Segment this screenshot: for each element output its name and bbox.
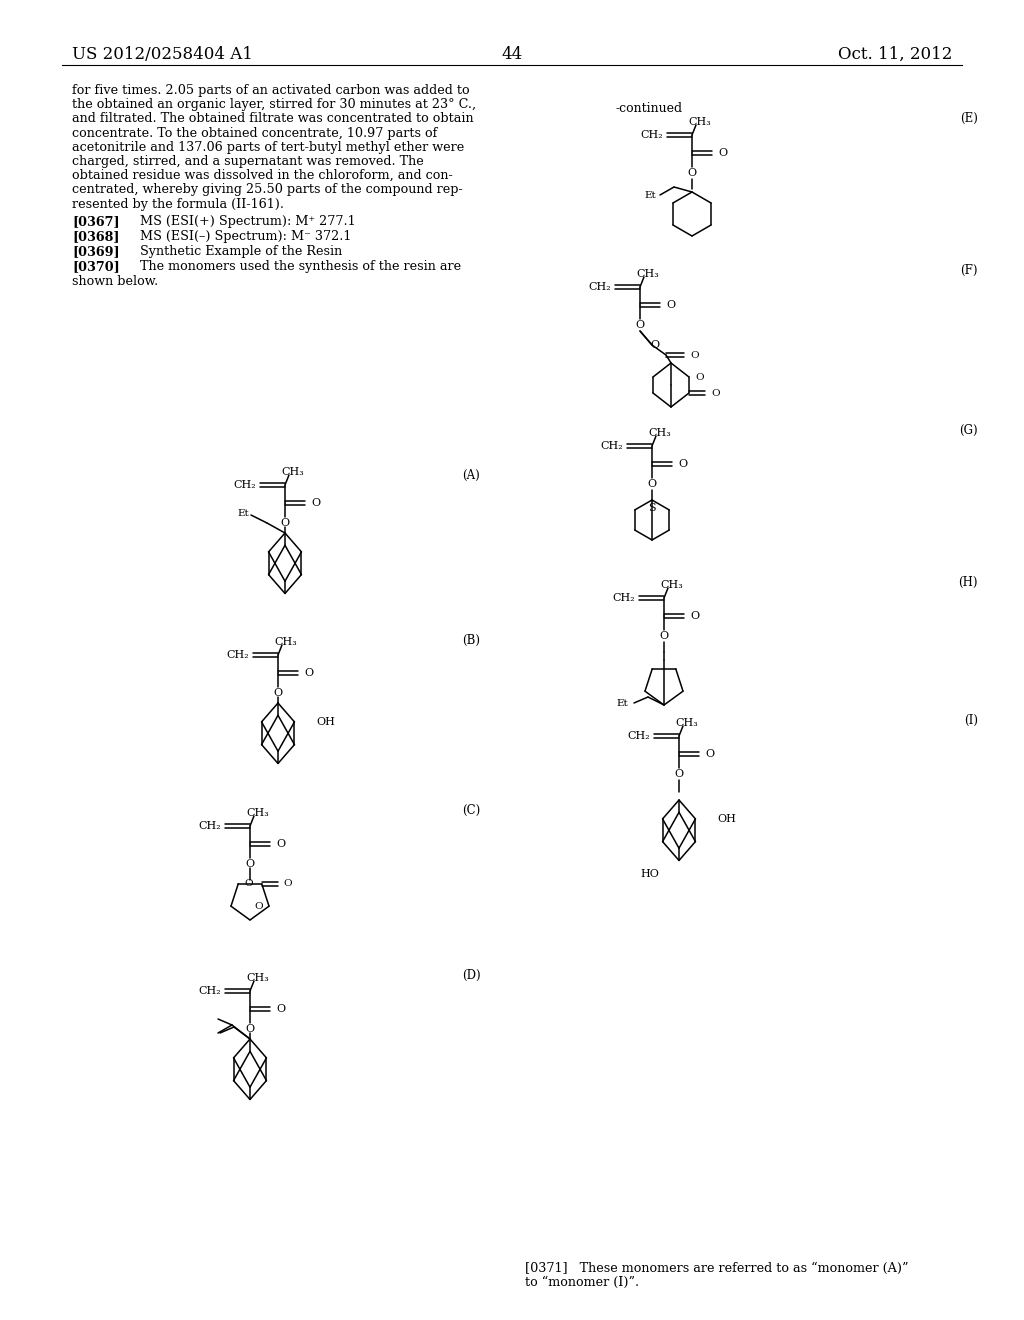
Text: O: O (245, 879, 253, 888)
Text: CH₃: CH₃ (637, 269, 659, 279)
Text: obtained residue was dissolved in the chloroform, and con-: obtained residue was dissolved in the ch… (72, 169, 453, 182)
Text: US 2012/0258404 A1: US 2012/0258404 A1 (72, 46, 253, 63)
Text: CH₂: CH₂ (199, 821, 221, 832)
Text: S: S (648, 503, 655, 513)
Text: O: O (311, 498, 321, 508)
Text: shown below.: shown below. (72, 275, 159, 288)
Text: CH₃: CH₃ (676, 718, 698, 729)
Text: O: O (718, 148, 727, 158)
Text: O: O (690, 351, 698, 359)
Text: to “monomer (I)”.: to “monomer (I)”. (525, 1276, 639, 1290)
Text: -continued: -continued (615, 102, 682, 115)
Text: O: O (659, 631, 669, 642)
Text: the obtained an organic layer, stirred for 30 minutes at 23° C.,: the obtained an organic layer, stirred f… (72, 98, 476, 111)
Text: (H): (H) (958, 576, 978, 589)
Text: resented by the formula (II-161).: resented by the formula (II-161). (72, 198, 284, 211)
Text: [0370]: [0370] (72, 260, 120, 273)
Text: [0369]: [0369] (72, 246, 120, 259)
Text: CH₃: CH₃ (247, 808, 269, 818)
Text: (B): (B) (462, 634, 480, 647)
Text: CH₂: CH₂ (199, 986, 221, 997)
Text: for five times. 2.05 parts of an activated carbon was added to: for five times. 2.05 parts of an activat… (72, 84, 470, 96)
Text: MS (ESI(+) Spectrum): M⁺ 277.1: MS (ESI(+) Spectrum): M⁺ 277.1 (140, 215, 355, 228)
Text: [0367]: [0367] (72, 215, 120, 228)
Text: OH: OH (316, 717, 335, 727)
Text: O: O (650, 341, 659, 350)
Text: CH₂: CH₂ (640, 129, 663, 140)
Text: O: O (695, 372, 703, 381)
Text: O: O (276, 840, 285, 849)
Text: (G): (G) (959, 424, 978, 437)
Text: Oct. 11, 2012: Oct. 11, 2012 (838, 46, 952, 63)
Text: (D): (D) (462, 969, 480, 982)
Text: CH₂: CH₂ (226, 649, 249, 660)
Text: O: O (273, 688, 283, 698)
Text: CH₃: CH₃ (648, 428, 672, 438)
Text: CH₂: CH₂ (589, 282, 611, 292)
Text: Et: Et (238, 510, 249, 519)
Text: CH₃: CH₃ (247, 973, 269, 983)
Text: [0371]   These monomers are referred to as “monomer (A)”: [0371] These monomers are referred to as… (525, 1262, 908, 1275)
Text: acetonitrile and 137.06 parts of tert-butyl methyl ether were: acetonitrile and 137.06 parts of tert-bu… (72, 141, 464, 154)
Text: CH₃: CH₃ (282, 467, 304, 477)
Text: O: O (304, 668, 313, 678)
Text: O: O (705, 748, 714, 759)
Text: Et: Et (616, 698, 628, 708)
Text: CH₃: CH₃ (660, 579, 683, 590)
Text: OH: OH (718, 814, 736, 824)
Text: (F): (F) (961, 264, 978, 276)
Text: O: O (675, 770, 684, 779)
Text: CH₂: CH₂ (628, 731, 650, 741)
Text: (C): (C) (462, 804, 480, 817)
Text: O: O (246, 859, 255, 869)
Text: CH₂: CH₂ (600, 441, 623, 451)
Text: O: O (636, 319, 644, 330)
Text: O: O (246, 1024, 255, 1034)
Text: MS (ESI(–) Spectrum): M⁻ 372.1: MS (ESI(–) Spectrum): M⁻ 372.1 (140, 230, 351, 243)
Text: O: O (284, 879, 293, 888)
Text: HO: HO (640, 870, 659, 879)
Text: 44: 44 (502, 46, 522, 63)
Text: (I): (I) (964, 714, 978, 726)
Text: charged, stirred, and a supernatant was removed. The: charged, stirred, and a supernatant was … (72, 154, 424, 168)
Text: O: O (276, 1005, 285, 1014)
Text: and filtrated. The obtained filtrate was concentrated to obtain: and filtrated. The obtained filtrate was… (72, 112, 474, 125)
Text: Et: Et (644, 191, 656, 201)
Text: (E): (E) (961, 111, 978, 124)
Text: O: O (687, 168, 696, 178)
Text: O: O (678, 459, 687, 469)
Text: CH₃: CH₃ (274, 638, 297, 647)
Text: O: O (666, 300, 675, 310)
Text: The monomers used the synthesis of the resin are: The monomers used the synthesis of the r… (140, 260, 461, 273)
Text: Synthetic Example of the Resin: Synthetic Example of the Resin (140, 246, 342, 259)
Text: centrated, whereby giving 25.50 parts of the compound rep-: centrated, whereby giving 25.50 parts of… (72, 183, 463, 197)
Text: O: O (690, 611, 699, 620)
Text: (A): (A) (462, 469, 480, 482)
Text: CH₂: CH₂ (233, 480, 256, 490)
Text: CH₂: CH₂ (612, 593, 635, 603)
Text: CH₃: CH₃ (688, 117, 712, 127)
Text: O: O (711, 388, 720, 397)
Text: [0368]: [0368] (72, 230, 120, 243)
Text: concentrate. To the obtained concentrate, 10.97 parts of: concentrate. To the obtained concentrate… (72, 127, 437, 140)
Text: O: O (281, 517, 290, 528)
Text: O: O (647, 479, 656, 488)
Text: O: O (254, 902, 263, 911)
